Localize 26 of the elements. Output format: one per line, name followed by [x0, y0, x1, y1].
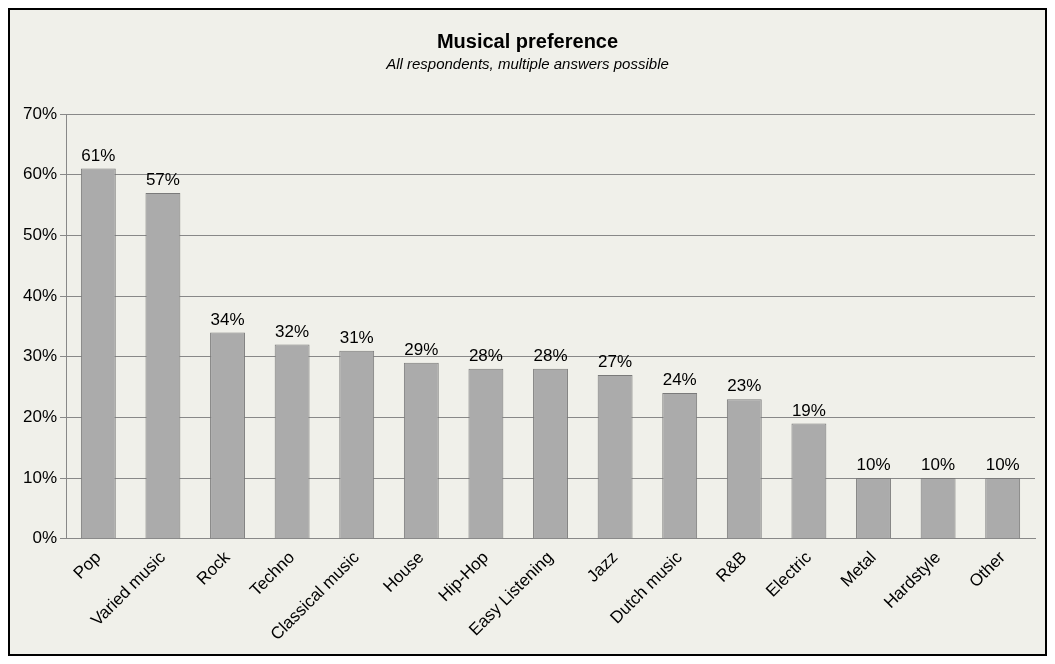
y-tick-label: 10%	[22, 467, 58, 487]
data-label: 32%	[275, 321, 310, 341]
data-label: 10%	[921, 455, 956, 475]
chart-subtitle: All respondents, multiple answers possible	[385, 55, 669, 73]
data-label: 31%	[339, 327, 374, 347]
data-label: 61%	[81, 145, 116, 165]
y-tick-label: 20%	[22, 407, 58, 427]
data-label: 24%	[662, 370, 697, 390]
data-label: 19%	[791, 400, 826, 420]
x-tick-label: Pop	[69, 547, 105, 583]
data-label: 28%	[468, 346, 503, 366]
data-label: 10%	[985, 455, 1020, 475]
data-label: 34%	[210, 309, 245, 329]
data-label: 57%	[145, 170, 180, 190]
data-label: 29%	[404, 339, 439, 359]
y-tick-label: 40%	[22, 285, 58, 305]
data-label: 23%	[727, 376, 762, 396]
y-tick-label: 50%	[22, 225, 58, 245]
y-tick-label: 60%	[22, 164, 58, 184]
y-tick-label: 0%	[32, 528, 58, 548]
chart-title: Musical preference	[436, 29, 619, 52]
data-label: 27%	[598, 352, 633, 372]
y-tick-label: 30%	[22, 346, 58, 366]
y-tick-label: 70%	[22, 103, 58, 123]
data-label: 10%	[856, 455, 891, 475]
data-label: 28%	[533, 346, 568, 366]
